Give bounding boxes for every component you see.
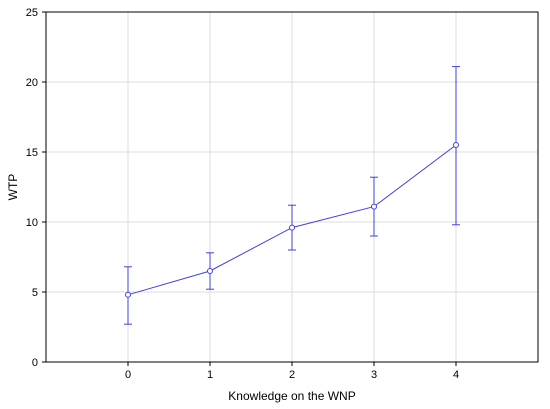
x-tick-label: 0 (125, 369, 131, 381)
y-tick-label: 15 (26, 147, 38, 159)
grid (46, 12, 538, 362)
x-tick-label: 2 (289, 369, 295, 381)
x-tick-label: 1 (207, 369, 213, 381)
y-tick-label: 5 (32, 287, 38, 299)
data-point (289, 224, 295, 231)
data-point (125, 291, 131, 298)
data-point (453, 142, 459, 148)
y-tick-label: 10 (26, 217, 38, 229)
y-tick-label: 20 (26, 77, 38, 89)
x-tick-label: 3 (371, 369, 377, 381)
x-axis-ticks: 0 1 2 3 4 (125, 362, 459, 381)
y-axis-title: WTP (6, 174, 20, 201)
series-group (124, 66, 460, 325)
data-point (207, 268, 213, 274)
y-tick-label: 0 (32, 357, 38, 369)
x-axis-title: Knowledge on the WNP (228, 389, 355, 403)
y-axis-ticks: 0 5 10 15 20 25 (26, 7, 46, 369)
data-point (371, 203, 377, 210)
x-tick-label: 4 (453, 369, 459, 381)
y-tick-label: 25 (26, 7, 38, 19)
